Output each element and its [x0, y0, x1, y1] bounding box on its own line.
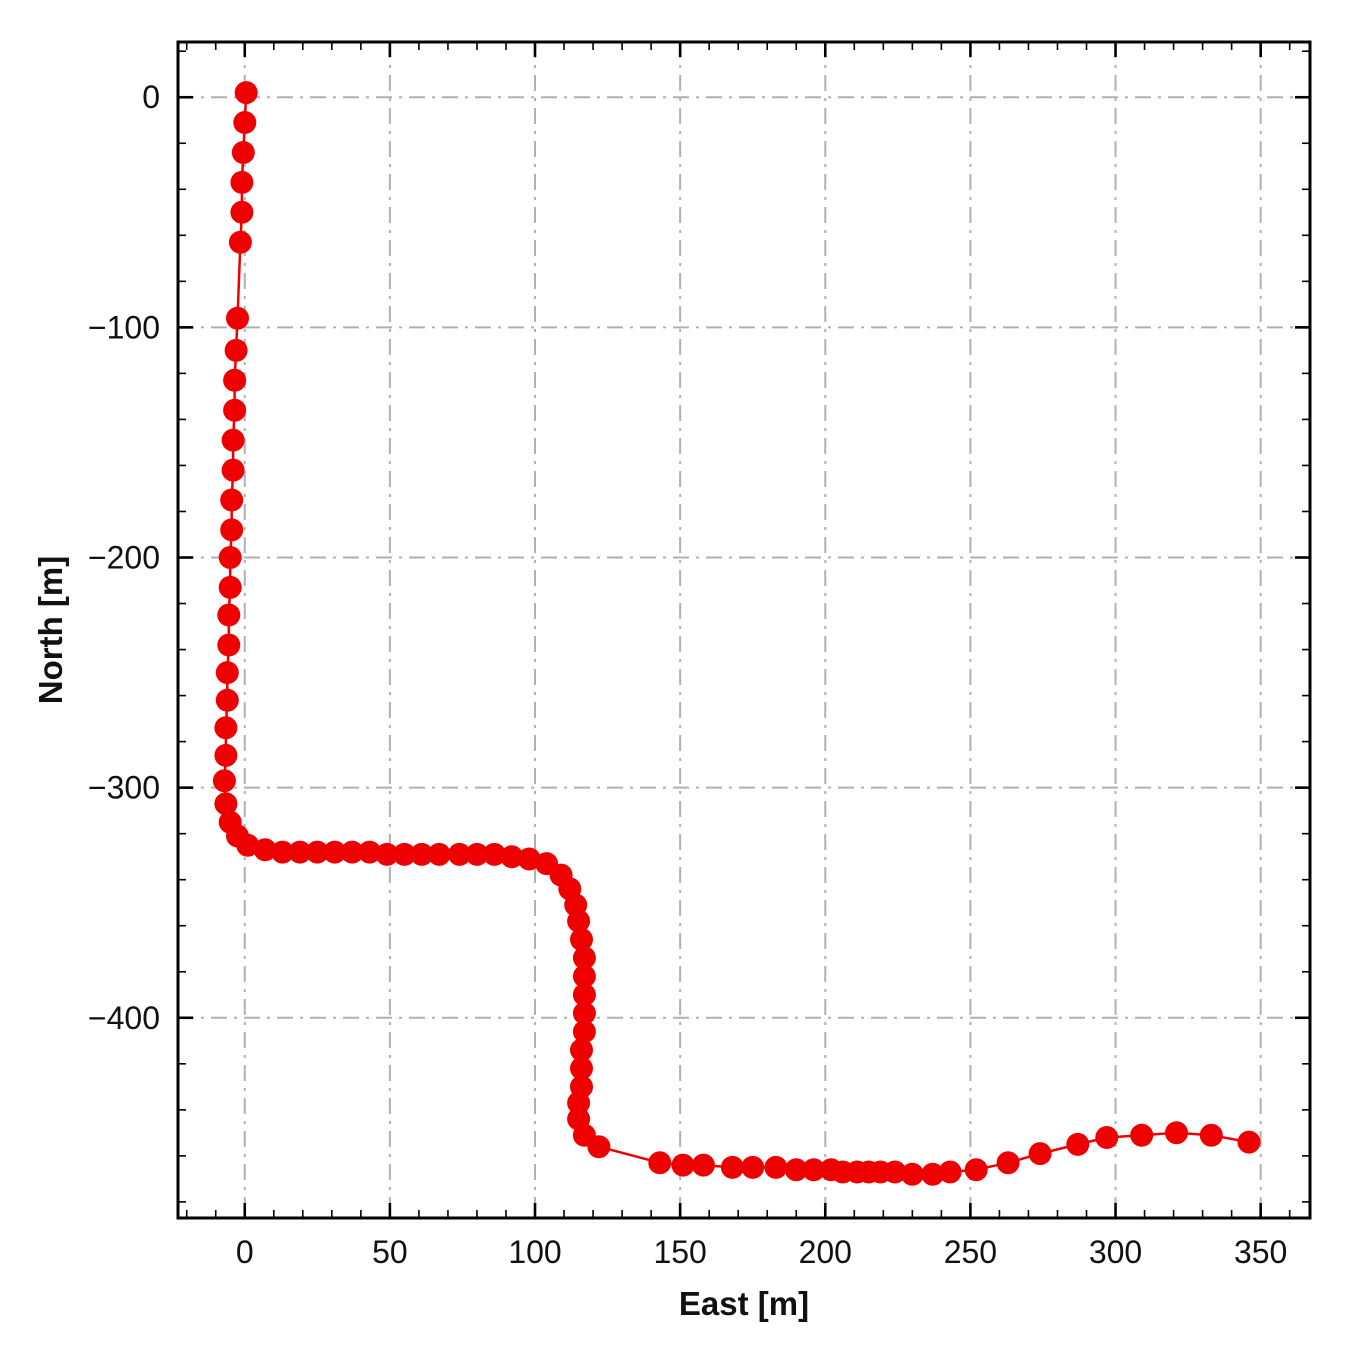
trajectory-marker [570, 1038, 593, 1062]
trajectory-marker [223, 398, 247, 422]
trajectory-marker [883, 1160, 907, 1184]
trajectory-marker [691, 1153, 715, 1177]
trajectory-marker [900, 1162, 924, 1186]
plot-frame [176, 40, 1312, 1220]
trajectory-marker [215, 661, 239, 685]
trajectory-marker [570, 1056, 593, 1080]
trajectory-marker [802, 1158, 826, 1182]
trajectory-marker [921, 1162, 945, 1186]
trajectory-marker [221, 458, 245, 482]
trajectory-marker [572, 983, 596, 1007]
trajectory-marker [230, 170, 254, 194]
x-tick-label: 200 [799, 1234, 852, 1270]
trajectory-marker [1095, 1126, 1119, 1149]
trajectory-marker [1066, 1132, 1090, 1156]
x-tick-label: 300 [1089, 1234, 1142, 1270]
trajectory-marker [996, 1151, 1020, 1175]
trajectory-marker [648, 1151, 672, 1175]
trajectory-marker [271, 840, 294, 864]
trajectory-marker [228, 230, 252, 254]
trajectory-marker [567, 1091, 591, 1115]
trajectory-marker [500, 845, 524, 869]
trajectory-marker [1028, 1142, 1052, 1166]
trajectory-marker [212, 769, 236, 793]
trajectory-marker [720, 1155, 744, 1179]
trajectory-marker [214, 716, 238, 740]
trajectory-marker [217, 633, 241, 657]
trajectory-marker [230, 200, 254, 224]
trajectory-marker [482, 842, 506, 866]
y-tick-label: −400 [88, 1000, 160, 1036]
trajectory-marker [938, 1160, 962, 1184]
trajectory-marker [572, 1020, 596, 1044]
trajectory-marker [964, 1158, 988, 1182]
trajectory-marker [587, 1135, 611, 1159]
trajectory-marker [234, 81, 258, 105]
trajectory-marker [220, 518, 244, 542]
trajectory-marker [572, 964, 596, 988]
trajectory-marker [218, 575, 242, 599]
trajectory-marker [305, 840, 329, 864]
trajectory-line [223, 92, 1250, 1176]
trajectory-marker [671, 1153, 695, 1177]
trajectory-marker [215, 688, 239, 712]
y-tick-label: −300 [88, 770, 160, 806]
trajectory-marker [226, 306, 249, 330]
trajectory-marker [236, 833, 260, 857]
trajectory-marker [1237, 1130, 1261, 1154]
y-axis-label: North [m] [32, 556, 69, 704]
trajectory-marker [220, 488, 244, 512]
trajectory-marker [223, 368, 247, 392]
trajectory-marker [448, 842, 471, 866]
y-tick-label: −200 [88, 540, 160, 576]
trajectory-marker [570, 928, 593, 951]
trajectory-marker [1199, 1123, 1223, 1147]
x-tick-label: 250 [944, 1234, 997, 1270]
y-tick-label: 0 [142, 79, 160, 115]
y-tick-label: −100 [88, 309, 160, 345]
x-tick-label: 350 [1234, 1234, 1287, 1270]
trajectory-marker [375, 842, 399, 866]
trajectory-marker [218, 546, 242, 569]
trajectory-marker [253, 838, 277, 862]
trajectory-marker [392, 842, 416, 866]
trajectory-marker [224, 338, 248, 362]
trajectory-marker [1165, 1121, 1188, 1145]
trajectory-marker [517, 847, 541, 871]
trajectory-marker [572, 946, 596, 970]
trajectory-marker [323, 840, 347, 864]
x-tick-label: 150 [653, 1234, 706, 1270]
x-axis-label: East [m] [679, 1285, 809, 1322]
trajectory-marker [1130, 1123, 1154, 1147]
trajectory-marker [233, 111, 257, 134]
trajectory-marker [288, 840, 312, 864]
x-tick-label: 0 [236, 1234, 254, 1270]
trajectory-marker [340, 840, 364, 864]
trajectory-marker [764, 1155, 788, 1179]
trajectory-marker [410, 842, 434, 866]
trajectory-marker [741, 1155, 765, 1179]
trajectory-marker [231, 141, 255, 164]
trajectory-marker [572, 1001, 596, 1025]
trajectory-marker [214, 792, 238, 816]
trajectory-marker [217, 603, 241, 627]
x-tick-label: 100 [508, 1234, 561, 1270]
trajectory-marker [784, 1158, 808, 1182]
trajectory-marker [567, 909, 591, 933]
trajectory-marker [214, 743, 238, 767]
trajectory-marker [465, 842, 489, 866]
trajectory-marker [221, 428, 245, 452]
trajectory-marker [427, 842, 451, 866]
trajectory-marker [358, 840, 382, 864]
x-tick-label: 50 [372, 1234, 408, 1270]
